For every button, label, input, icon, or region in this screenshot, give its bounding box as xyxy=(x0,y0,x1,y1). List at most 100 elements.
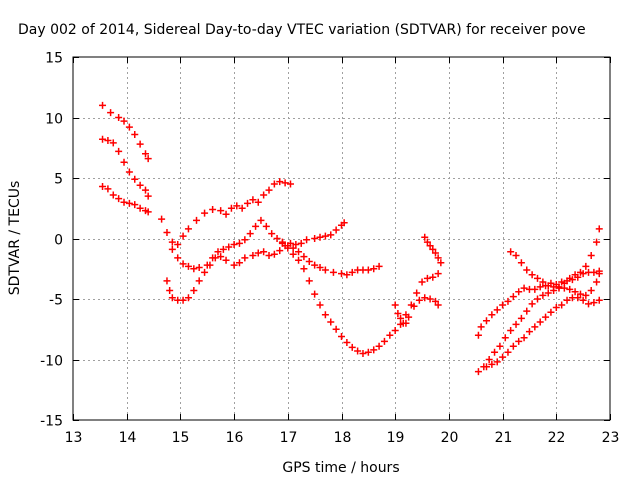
data-point xyxy=(125,123,133,131)
data-point xyxy=(477,323,485,331)
data-point xyxy=(230,261,238,269)
data-point xyxy=(184,225,192,233)
data-point xyxy=(292,241,300,249)
data-point xyxy=(512,251,520,259)
data-point xyxy=(201,209,209,217)
data-point xyxy=(593,238,601,246)
x-tick-label: 16 xyxy=(226,430,244,446)
data-point xyxy=(136,140,144,148)
data-point xyxy=(544,282,552,290)
series-track-6 xyxy=(168,216,383,279)
data-point xyxy=(574,294,582,302)
data-point xyxy=(391,301,399,309)
data-point xyxy=(120,158,128,166)
data-point xyxy=(166,287,174,295)
data-point xyxy=(576,268,584,276)
data-point xyxy=(523,266,531,274)
data-point xyxy=(316,233,324,241)
series-track-4 xyxy=(158,178,294,249)
data-point xyxy=(558,301,566,309)
data-point xyxy=(289,250,297,258)
data-point xyxy=(474,331,482,339)
data-point xyxy=(431,249,439,257)
data-point xyxy=(193,216,201,224)
data-point xyxy=(321,232,329,240)
data-point xyxy=(168,238,176,246)
data-point xyxy=(276,247,284,255)
data-point xyxy=(493,306,501,314)
y-tick-labels: 15 10 5 0 -5 -10 -15 xyxy=(40,51,63,430)
data-point xyxy=(340,219,348,227)
data-point xyxy=(295,248,303,256)
series-track-5 xyxy=(163,219,348,304)
data-point xyxy=(120,117,128,125)
data-point xyxy=(418,278,426,286)
data-point xyxy=(437,259,445,267)
data-point xyxy=(542,313,550,321)
series-track-1 xyxy=(99,101,152,163)
data-point xyxy=(168,294,176,302)
data-point xyxy=(338,270,345,278)
data-point xyxy=(504,348,512,356)
data-point xyxy=(501,334,509,342)
data-point xyxy=(515,288,523,296)
data-point xyxy=(131,130,139,138)
data-point xyxy=(488,360,496,368)
data-point xyxy=(359,349,367,357)
data-point xyxy=(329,268,337,276)
data-point xyxy=(431,297,439,305)
data-point xyxy=(230,241,238,249)
series-track-3 xyxy=(99,182,152,216)
data-point xyxy=(201,268,209,276)
data-point xyxy=(141,186,149,194)
data-point xyxy=(276,178,284,186)
data-point xyxy=(209,205,217,213)
data-point xyxy=(141,150,149,158)
data-point xyxy=(370,346,378,354)
data-point xyxy=(163,228,171,236)
data-point xyxy=(222,210,230,218)
y-tick-label: 10 xyxy=(45,112,63,128)
data-point xyxy=(375,342,383,350)
x-tick-label: 14 xyxy=(119,430,137,446)
data-point xyxy=(246,230,254,238)
data-point xyxy=(528,300,536,308)
data-point xyxy=(219,245,227,253)
data-point xyxy=(238,204,246,212)
data-point xyxy=(509,293,517,301)
data-point xyxy=(270,180,278,188)
data-point xyxy=(560,284,568,292)
data-point xyxy=(131,175,139,183)
data-point xyxy=(316,301,324,309)
data-point xyxy=(571,288,579,296)
x-tick-label: 22 xyxy=(548,430,566,446)
data-point xyxy=(582,291,590,299)
data-point xyxy=(316,264,324,272)
data-point xyxy=(585,300,593,308)
data-point xyxy=(120,198,128,206)
data-point xyxy=(107,109,115,117)
data-point xyxy=(338,333,345,341)
data-point xyxy=(321,311,329,319)
data-point xyxy=(257,216,265,224)
data-point xyxy=(555,283,563,291)
data-point xyxy=(311,261,319,269)
data-point xyxy=(566,274,574,282)
data-point xyxy=(507,326,515,334)
data-point xyxy=(254,249,262,257)
data-point xyxy=(300,253,308,261)
data-point xyxy=(327,318,335,326)
data-point xyxy=(590,299,598,307)
data-point xyxy=(421,294,429,302)
data-point xyxy=(354,347,362,355)
data-point xyxy=(394,310,402,318)
data-point xyxy=(405,313,413,321)
data-point xyxy=(241,254,249,262)
data-point xyxy=(104,136,112,144)
data-point xyxy=(413,289,421,297)
data-point xyxy=(426,242,434,250)
data-point xyxy=(520,334,528,342)
data-point xyxy=(144,192,152,200)
data-point xyxy=(241,236,249,244)
